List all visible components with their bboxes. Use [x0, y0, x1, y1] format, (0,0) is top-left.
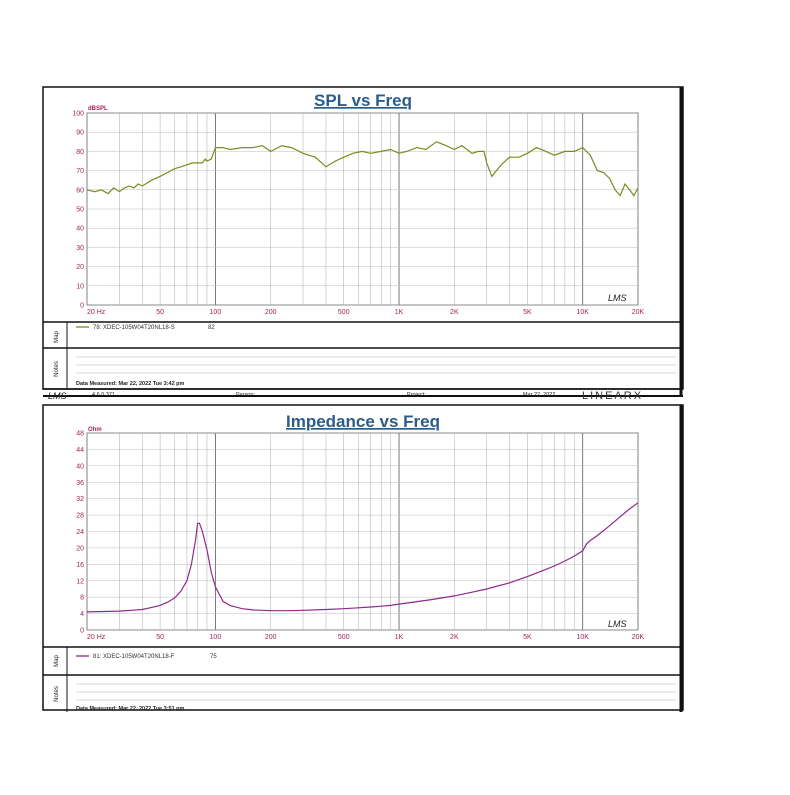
imp-x-tick: 100: [210, 634, 222, 641]
footer-project: Project:: [407, 392, 426, 398]
imp-y-tick: 12: [76, 578, 84, 585]
spl-series-line: [86, 141, 639, 197]
imp-x-tick: 10K: [576, 634, 589, 641]
footer-lms-logo: LMS: [48, 391, 67, 401]
impedance-date-measured: Data Measured: Mar 22, 2022 Tue 3:51 pm: [76, 706, 185, 712]
impedance-legend-label: 81: XDEC-105W04T20NL18-F: [93, 654, 175, 660]
spl-x-tick: 50: [156, 309, 164, 316]
spl-y-tick: 20: [76, 264, 84, 271]
spl-x-tick: 5K: [523, 309, 532, 316]
impedance-legend-value: 75: [210, 654, 217, 660]
spl-lms-logo: LMS: [608, 293, 627, 303]
impedance-chart-title: Impedance vs Freq: [286, 412, 440, 431]
spl-x-tick: 200: [265, 309, 277, 316]
impedance-panel: Impedance vs Freq 0481216202428323640444…: [42, 404, 684, 712]
impedance-gridlines: [86, 432, 639, 631]
imp-x-tick: 20K: [632, 634, 645, 641]
spl-x-tick: 500: [338, 309, 350, 316]
spl-map-side-label: Map: [54, 331, 60, 343]
spl-x-tick: 1K: [395, 309, 404, 316]
impedance-map-side-label: Map: [54, 655, 60, 667]
spl-x-tick: 20 Hz: [87, 309, 106, 316]
imp-y-tick: 28: [76, 513, 84, 520]
spl-y-tick: 80: [76, 149, 84, 156]
imp-y-tick: 44: [76, 447, 84, 454]
spl-date-measured: Data Measured: Mar 22, 2022 Tue 3:42 pm: [76, 381, 185, 387]
impedance-y-unit-label: Ohm: [88, 427, 102, 433]
imp-x-tick: 500: [338, 634, 350, 641]
imp-x-tick: 50: [156, 634, 164, 641]
spl-y-tick: 100: [72, 111, 84, 118]
spl-y-tick: 0: [80, 303, 84, 310]
spl-chart-title: SPL vs Freq: [314, 91, 412, 110]
spl-y-tick: 10: [76, 283, 84, 290]
imp-y-tick: 48: [76, 431, 84, 438]
imp-y-tick: 20: [76, 545, 84, 552]
spl-y-tick: 60: [76, 187, 84, 194]
spl-legend-label: 78: XDEC-105W04T20NL18-S: [93, 325, 175, 331]
spl-y-tick: 30: [76, 245, 84, 252]
spl-y-tick: 50: [76, 207, 84, 214]
impedance-panel-border: [42, 404, 684, 711]
imp-x-tick: 20 Hz: [87, 634, 106, 641]
linearx-brand: LINEARX: [582, 390, 643, 402]
spl-notes-lines: [76, 356, 676, 374]
spl-notes-side-label: Notes: [54, 361, 60, 377]
imp-y-tick: 8: [80, 595, 84, 602]
spl-y-tick: 70: [76, 168, 84, 175]
impedance-lms-logo: LMS: [608, 619, 627, 629]
footer-person: Person:: [236, 392, 255, 398]
spl-y-tick: 40: [76, 226, 84, 233]
spl-x-tick: 10K: [576, 309, 589, 316]
imp-y-tick: 36: [76, 480, 84, 487]
spl-y-unit-label: dBSPL: [88, 106, 108, 112]
spl-x-tick: 20K: [632, 309, 645, 316]
imp-y-tick: 0: [80, 628, 84, 635]
imp-x-tick: 200: [265, 634, 277, 641]
imp-x-tick: 1K: [395, 634, 404, 641]
spl-gridlines: [86, 112, 639, 306]
imp-y-tick: 16: [76, 562, 84, 569]
spl-y-tick-labels: 0 10 20 30 40 50 60 70 80 90 100: [72, 111, 84, 310]
footer-date: Mar 22, 2022: [523, 392, 555, 398]
impedance-notes-side-label: Notes: [54, 686, 60, 702]
spl-y-tick: 90: [76, 130, 84, 137]
spl-panel: SPL vs Freq 0 10 20 30 40 50 60 70 80 90 100 20 Hz…: [42, 86, 684, 402]
imp-x-tick: 5K: [523, 634, 532, 641]
imp-y-tick: 24: [76, 529, 84, 536]
imp-y-tick: 40: [76, 463, 84, 470]
impedance-series-line: [86, 502, 639, 613]
imp-y-tick: 32: [76, 496, 84, 503]
imp-x-tick: 2K: [450, 634, 459, 641]
impedance-notes-lines: [76, 683, 676, 701]
spl-legend-value: 82: [208, 325, 215, 331]
footer-version: 4.6.0.371: [92, 392, 115, 398]
imp-y-tick: 4: [80, 611, 84, 618]
spl-x-tick: 100: [210, 309, 222, 316]
impedance-x-tick-labels: 20 Hz 50 100 200 500 1K 2K 5K 10K 20K: [87, 634, 645, 641]
spl-x-tick: 2K: [450, 309, 459, 316]
spl-x-tick-labels: 20 Hz 50 100 200 500 1K 2K 5K 10K 20K: [87, 309, 645, 316]
